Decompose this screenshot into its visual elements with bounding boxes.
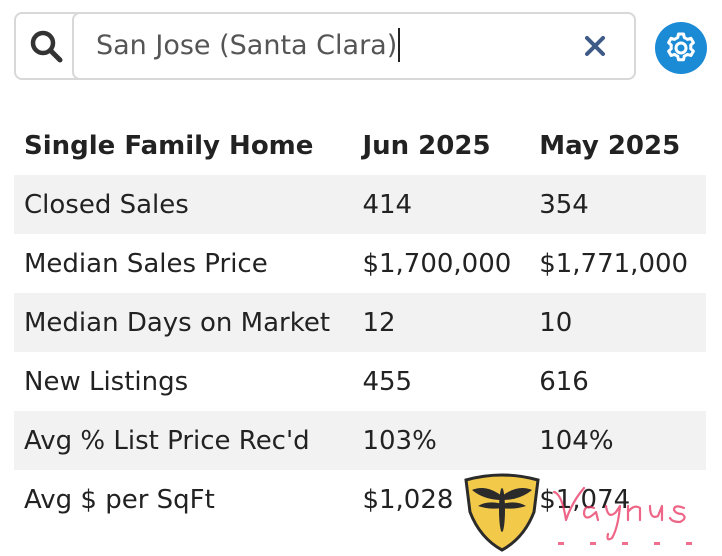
market-stats-table: Single Family Home Jun 2025 May 2025 Clo…: [14, 116, 706, 529]
table-row: Median Days on Market 12 10: [14, 293, 706, 352]
row-current-value: 103%: [352, 411, 530, 470]
table-row: Median Sales Price $1,700,000 $1,771,000: [14, 234, 706, 293]
row-label: Avg % List Price Rec'd: [14, 411, 353, 470]
table-row: New Listings 455 616: [14, 352, 706, 411]
row-previous-value: 10: [529, 293, 706, 352]
column-header-current-month: Jun 2025: [362, 130, 491, 161]
row-current-value: 414: [352, 175, 530, 234]
search-input-value: San Jose (Santa Clara): [96, 27, 401, 64]
search-input[interactable]: San Jose (Santa Clara): [72, 12, 636, 80]
column-header-previous-month: May 2025: [539, 130, 681, 161]
table-row: Avg % List Price Rec'd 103% 104%: [14, 411, 706, 470]
row-current-value: 12: [352, 293, 530, 352]
row-label: Closed Sales: [14, 175, 353, 234]
row-previous-value: $1,074: [539, 484, 631, 515]
text-caret: [398, 27, 401, 62]
row-previous-value: 104%: [529, 411, 706, 470]
search-icon[interactable]: [16, 14, 76, 78]
row-label: Median Days on Market: [14, 293, 353, 352]
table-header-row: Single Family Home Jun 2025 May 2025: [14, 116, 706, 175]
table-row: Closed Sales 414 354: [14, 175, 706, 234]
row-label: Median Sales Price: [24, 248, 268, 279]
row-current-value: 455: [362, 366, 413, 397]
close-icon: [585, 36, 605, 56]
search-bar: San Jose (Santa Clara): [14, 12, 636, 80]
row-current-value: $1,028: [362, 484, 454, 515]
row-label: New Listings: [24, 366, 189, 397]
row-previous-value: 354: [529, 175, 706, 234]
settings-button[interactable]: [655, 22, 707, 74]
row-previous-value: 616: [539, 366, 589, 397]
row-previous-value: $1,771,000: [539, 248, 689, 279]
column-header-property-type: Single Family Home: [24, 130, 314, 161]
clear-search-button[interactable]: [582, 33, 608, 59]
row-current-value: $1,700,000: [362, 248, 512, 279]
row-label: Avg $ per SqFt: [24, 484, 215, 515]
gear-icon: [667, 32, 695, 62]
table-row: Avg $ per SqFt $1,028 $1,074: [14, 470, 706, 529]
